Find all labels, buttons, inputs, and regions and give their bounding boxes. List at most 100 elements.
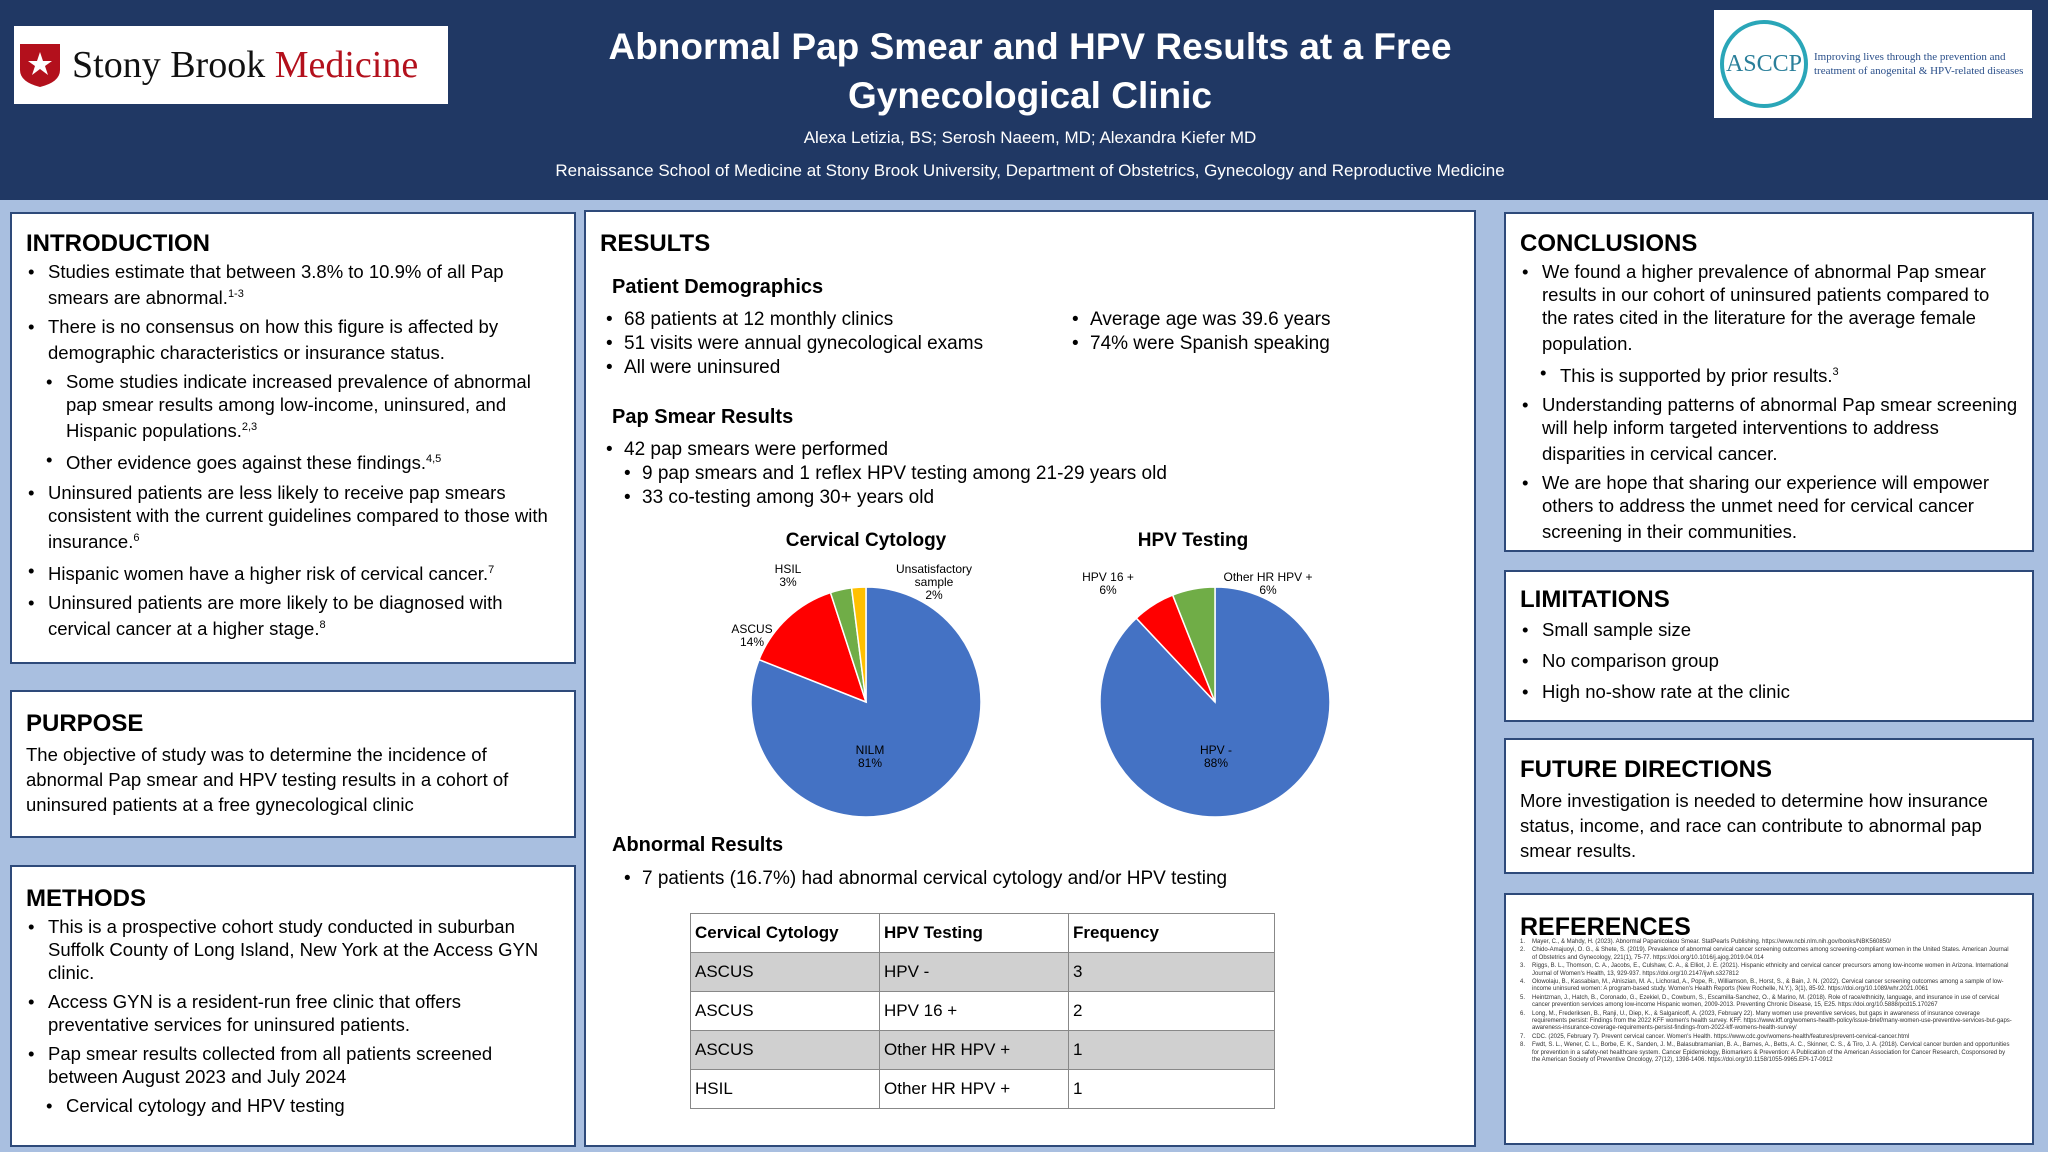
demographics-item: 51 visits were annual gynecological exam… [606,332,1046,356]
table-row: HSIL Other HR HPV +1 [690,1069,1275,1109]
poster-title: Abnormal Pap Smear and HPV Results at a … [608,26,1452,116]
table-cell: Other HR HPV + [879,1069,1069,1109]
pap-smear-list: 42 pap smears were performed9 pap smears… [606,438,1426,510]
asccp-tagline: Improving lives through the prevention a… [1814,51,2024,77]
pap-smear-item: 9 pap smears and 1 reflex HPV testing am… [606,462,1426,486]
limitations-heading: LIMITATIONS [1520,586,1670,613]
reference-item: 1. Mayer, C., & Mahdy, H. (2023). Abnorma… [1520,939,1892,945]
introduction-item: Studies estimate that between 3.8% to 10… [26,260,560,309]
limitations-item: Small sample size [1520,618,2018,641]
introduction-panel: INTRODUCTION Studies estimate that betwe… [10,212,576,664]
table-header: Frequency [1068,913,1275,953]
hpv-testing-chart-title: HPV Testing [1137,530,1249,551]
table-cell: HPV - [879,952,1069,992]
nilm-label: NILM 81% [855,743,885,770]
limitations-panel: LIMITATIONS Small sample size No comparis… [1504,570,2034,722]
methods-list: This is a prospective cohort study condu… [26,915,560,1117]
abnormal-results-item: 7 patients (16.7%) had abnormal cervical… [606,867,1426,891]
purpose-heading: PURPOSE [26,710,144,737]
conclusions-item: Understanding patterns of abnormal Pap s… [1520,393,2018,465]
results-heading: RESULTS [600,230,711,257]
reference-item: 5. Heintzman, J., Hatch, B., Coronado, G.… [1520,994,2000,1009]
table-row: ASCUS HPV 16 +2 [690,991,1275,1031]
stony-brook-medicine-logo: Stony Brook Medicine [14,26,448,104]
table-header: HPV Testing [879,913,1069,953]
pap-smear-item: 33 co-testing among 30+ years old [606,486,1426,510]
table-cell: HPV 16 + [879,991,1069,1031]
abnormal-results-table: Cervical Cytology HPV Testing Frequency … [690,913,1275,1109]
abnormal-results-list: 7 patients (16.7%) had abnormal cervical… [606,867,1426,891]
table-cell: 1 [1068,1030,1275,1070]
references-list: 1. Mayer, C., & Mahdy, H. (2023). Abnorma… [1520,939,2014,1066]
conclusions-panel: CONCLUSIONS We found a higher prevalence… [1504,212,2034,552]
table-header-row: Cervical Cytology HPV Testing Frequency [690,913,1275,953]
hpv16-label: HPV 16 +6% [1082,570,1134,597]
conclusions-item: We are hope that sharing our experience … [1520,471,2018,543]
methods-item: Pap smear results collected from all pat… [26,1042,560,1088]
purpose-text: The objective of study was to determine … [26,744,509,815]
introduction-item: Uninsured patients are more likely to be… [26,591,560,640]
authors: Alexa Letizia, BS; Serosh Naeem, MD; Ale… [803,128,1257,147]
unsatisfactory-sample-label: Unsatisfactory sample 2% [895,562,973,602]
introduction-item: Other evidence goes against these findin… [26,448,560,474]
pap-smear-item: 42 pap smears were performed [606,438,1426,462]
asccp-circle-icon: ASCCP [1720,20,1808,108]
methods-item: Cervical cytology and HPV testing [26,1094,560,1117]
pie-slice-other-hr-hpv [1171,586,1216,703]
methods-panel: METHODS This is a prospective cohort stu… [10,865,576,1147]
demographics-list-right: Average age was 39.6 years74% were Spani… [1072,308,1432,356]
methods-item: Access GYN is a resident-run free clinic… [26,990,560,1036]
logo-text: Stony Brook Medicine [72,44,419,86]
table-cell: Other HR HPV + [879,1030,1069,1070]
table-row: ASCUS HPV -3 [690,952,1275,992]
hpv-negative-label: HPV -88% [1199,743,1232,770]
methods-heading: METHODS [26,885,146,912]
shield-star-icon [20,44,60,87]
demographics-item: 74% were Spanish speaking [1072,332,1432,356]
reference-item: 6. Long, M., Frederiksen, B., Ranji, U., … [1520,1010,2012,1032]
asccp-logo: ASCCP Improving lives through the preven… [1714,10,2032,118]
demographics-list-left: 68 patients at 12 monthly clinics51 visi… [606,308,1046,380]
reference-item: 8. Fwdt, S. L., Wener, C. L., Borbe, E. K… [1520,1042,2010,1064]
introduction-item: Uninsured patients are less likely to re… [26,481,560,553]
methods-item: This is a prospective cohort study condu… [26,915,560,984]
references-heading: REFERENCES [1520,913,1691,941]
ascus-label: ASCUS 14% [731,622,773,649]
conclusions-item: We found a higher prevalence of abnormal… [1520,260,2018,355]
introduction-item: There is no consensus on how this figure… [26,315,560,364]
cervical-cytology-chart-title: Cervical Cytology [785,530,947,551]
other-hr-hpv-label: Other HR HPV +6% [1223,570,1313,597]
references-panel: REFERENCES 1. Mayer, C., & Mahdy, H. (202… [1504,893,2034,1145]
future-directions-heading: FUTURE DIRECTIONS [1520,756,1772,783]
poster-header: Stony Brook Medicine Abnormal Pap Smear … [0,0,2048,200]
table-cell: HSIL [690,1069,880,1109]
limitations-item: High no-show rate at the clinic [1520,680,2018,703]
limitations-list: Small sample size No comparison group High… [1520,618,2018,703]
table-row: ASCUS Other HR HPV +1 [690,1030,1275,1070]
purpose-panel: PURPOSE The objective of study was to de… [10,690,576,838]
table-cell: ASCUS [690,1030,880,1070]
reference-item: 3. Riggs, B. L., Thomson, C. A., Jacobs, … [1520,963,2009,977]
conclusions-list: We found a higher prevalence of abnormal… [1520,260,2018,544]
hsil-label: HSIL 3% [774,562,802,589]
demographics-item: Average age was 39.6 years [1072,308,1432,332]
conclusions-item: This is supported by prior results.3 [1520,361,2018,387]
introduction-item: Some studies indicate increased prevalen… [26,370,560,442]
abnormal-results-heading: Abnormal Results [612,834,784,856]
table-header: Cervical Cytology [690,913,880,953]
pie-slice-nilm [750,586,982,818]
limitations-item: No comparison group [1520,649,2018,672]
demographics-item: 68 patients at 12 monthly clinics [606,308,1046,332]
demographics-heading: Patient Demographics [612,276,824,298]
future-directions-text: More investigation is needed to determin… [1520,790,1988,861]
demographics-item: All were uninsured [606,356,1046,380]
cervical-cytology-pie-chart [750,586,1331,818]
reference-item: 7. CDC. (2025, February 7). Prevent cervi… [1520,1033,1910,1040]
conclusions-heading: CONCLUSIONS [1520,230,1698,257]
future-directions-panel: FUTURE DIRECTIONS More investigation is … [1504,738,2034,874]
pap-smear-heading: Pap Smear Results [612,406,794,428]
reference-item: 2. Chido-Amajuoyi, O. G., & Shete, S. (20… [1520,947,2009,961]
table-cell: 2 [1068,991,1275,1031]
table-cell: ASCUS [690,952,880,992]
reference-item: 4. Olowolaju, B., Kassabian, M., Alniszia… [1520,979,2004,993]
